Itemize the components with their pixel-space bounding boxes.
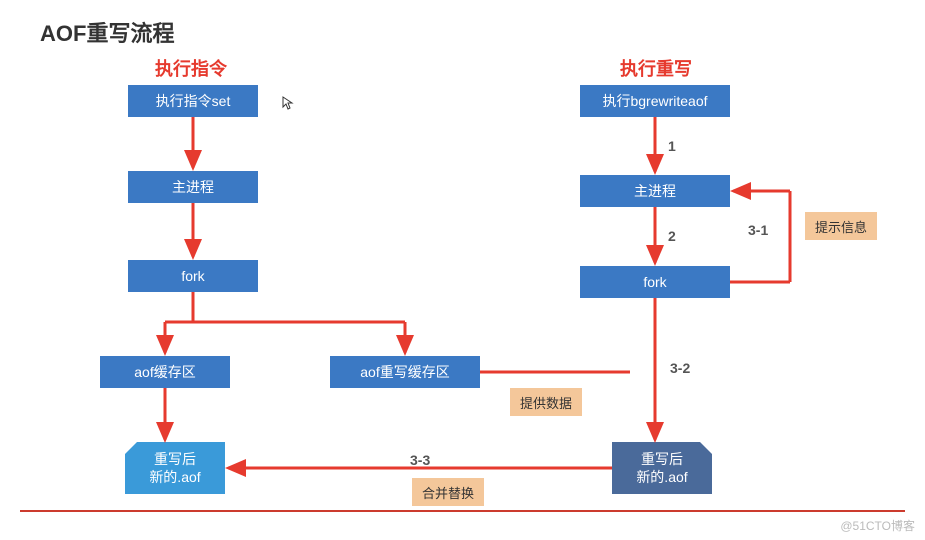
node-main-process-left: 主进程	[128, 171, 258, 203]
left-column-header: 执行指令	[155, 55, 227, 81]
tag-merge-replace: 合并替换	[412, 478, 484, 506]
node-fork-right: fork	[580, 266, 730, 298]
tag-tip-info: 提示信息	[805, 212, 877, 240]
node-new-aof-right: 重写后 新的.aof	[612, 442, 712, 494]
node-exec-bgrewrite: 执行bgrewriteaof	[580, 85, 730, 117]
node-new-aof-right-text: 重写后 新的.aof	[636, 450, 687, 486]
tag-provide-data: 提供数据	[510, 388, 582, 416]
bottom-divider	[20, 510, 905, 512]
node-main-process-right: 主进程	[580, 175, 730, 207]
node-new-aof-left-text: 重写后 新的.aof	[149, 450, 200, 486]
node-aof-buffer: aof缓存区	[100, 356, 230, 388]
watermark: @51CTO博客	[840, 517, 915, 534]
label-2: 2	[668, 228, 676, 244]
label-1: 1	[668, 138, 676, 154]
node-new-aof-left: 重写后 新的.aof	[125, 442, 225, 494]
page-title: AOF重写流程	[40, 16, 174, 48]
node-aof-rewrite-buffer: aof重写缓存区	[330, 356, 480, 388]
node-fork-left: fork	[128, 260, 258, 292]
right-column-header: 执行重写	[620, 55, 692, 81]
label-3-3: 3-3	[410, 452, 430, 468]
node-exec-set: 执行指令set	[128, 85, 258, 117]
label-3-2: 3-2	[670, 360, 690, 376]
label-3-1: 3-1	[748, 222, 768, 238]
cursor-icon	[282, 96, 296, 113]
